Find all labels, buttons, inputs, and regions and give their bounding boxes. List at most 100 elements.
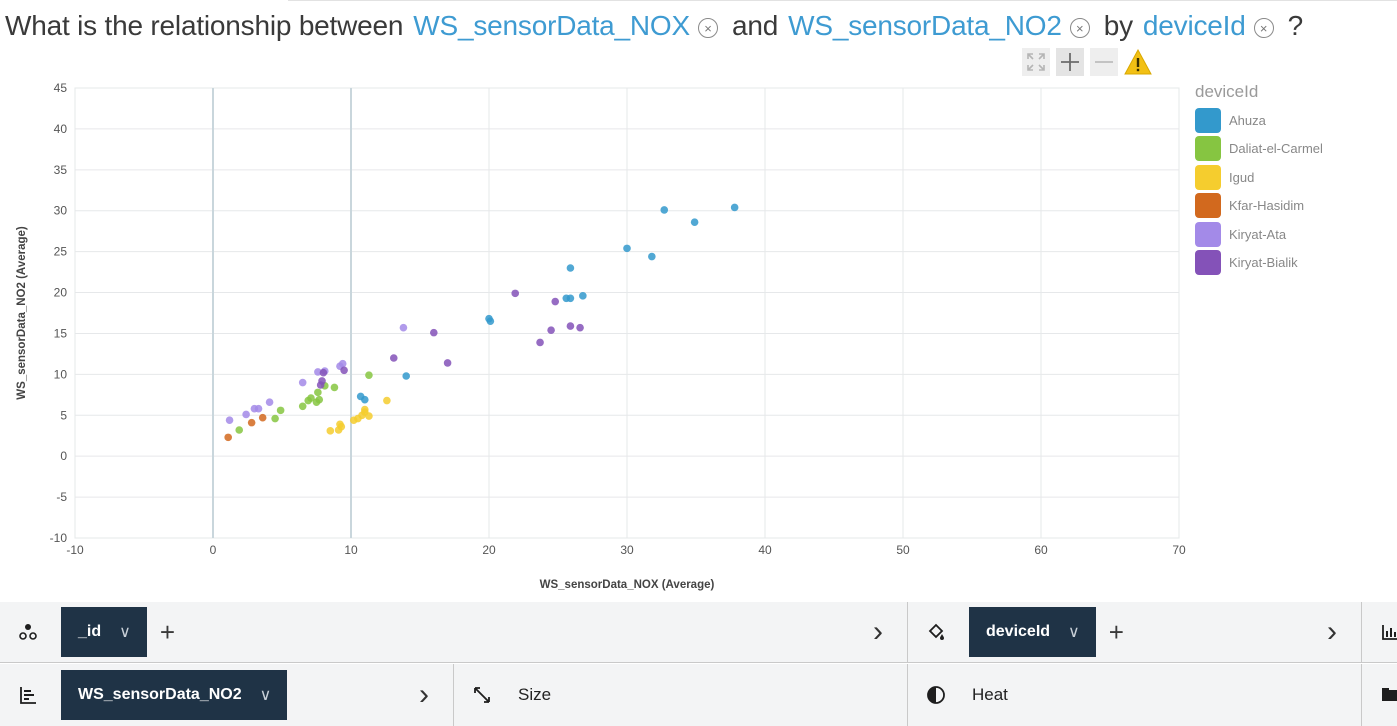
- heat-slot[interactable]: Heat: [908, 664, 1362, 726]
- data-point-daliat-el-carmel[interactable]: [307, 394, 315, 402]
- legend-item-kfar-hasidim[interactable]: Kfar-Hasidim: [1195, 192, 1323, 221]
- data-point-kiryat-ata[interactable]: [338, 359, 347, 368]
- data-point-daliat-el-carmel[interactable]: [271, 414, 279, 423]
- data-point-ahuza[interactable]: [566, 264, 575, 272]
- color-field-pill[interactable]: deviceId ∨: [969, 607, 1096, 657]
- data-point-kfar-hasidim[interactable]: [224, 433, 232, 442]
- data-point-ahuza[interactable]: [660, 206, 669, 214]
- chevron-down-icon[interactable]: ∨: [1068, 624, 1080, 641]
- data-point-daliat-el-carmel[interactable]: [235, 426, 244, 434]
- question-bar: What is the relationship between WS_sens…: [5, 6, 1313, 46]
- data-point-ahuza[interactable]: [648, 252, 656, 261]
- legend-item-ahuza[interactable]: Ahuza: [1195, 106, 1323, 135]
- add-color-field-button[interactable]: +: [1108, 616, 1124, 647]
- expand-points-arrow-icon[interactable]: ›: [873, 615, 883, 648]
- remove-deviceid-icon[interactable]: ×: [1253, 18, 1274, 38]
- data-point-igud[interactable]: [365, 412, 373, 420]
- x-tick-label: 60: [1034, 543, 1048, 557]
- bar-chart-slot: [1362, 602, 1397, 662]
- x-tick-label: 30: [620, 543, 634, 557]
- data-point-kiryat-bialik[interactable]: [511, 289, 520, 298]
- data-point-kiryat-bialik[interactable]: [316, 381, 325, 389]
- points-icon: [18, 622, 38, 642]
- scatter-chart: -10 -5 0 5 10 15 20 25 30 35 40 45 -10 0 10 20 30 40 50 60 7…: [16, 81, 1186, 591]
- data-point-kiryat-ata[interactable]: [225, 416, 234, 424]
- remove-no2-icon[interactable]: ×: [1069, 18, 1090, 38]
- zoom-in-icon[interactable]: [1056, 48, 1084, 76]
- data-point-daliat-el-carmel[interactable]: [330, 383, 339, 392]
- y-tick-label: 35: [54, 163, 68, 177]
- data-point-kiryat-bialik[interactable]: [430, 328, 438, 337]
- chevron-down-icon[interactable]: ∨: [119, 624, 131, 641]
- color-slot: deviceId ∨ + ›: [908, 602, 1362, 662]
- data-point-igud[interactable]: [361, 405, 369, 414]
- legend-swatch: [1195, 136, 1221, 162]
- chart-toolbar: [1022, 48, 1152, 76]
- data-point-ahuza[interactable]: [690, 218, 699, 226]
- x-axis-title: WS_sensorData_NOX (Average): [540, 579, 715, 591]
- bar-chart-icon[interactable]: [1380, 622, 1397, 642]
- data-point-daliat-el-carmel[interactable]: [315, 395, 324, 404]
- data-point-ahuza[interactable]: [566, 294, 575, 303]
- shelf-row-1: _id ∨ + › deviceId ∨ + ›: [0, 602, 1397, 663]
- y-field-pill[interactable]: WS_sensorData_NO2 ∨: [61, 670, 288, 720]
- data-point-kiryat-bialik[interactable]: [319, 368, 328, 377]
- chevron-down-icon[interactable]: ∨: [259, 687, 272, 704]
- points-field-label: _id: [78, 623, 102, 640]
- data-point-kiryat-bialik[interactable]: [389, 354, 398, 362]
- data-point-kiryat-bialik[interactable]: [340, 366, 348, 375]
- data-point-kiryat-ata[interactable]: [254, 404, 263, 413]
- y-tick-label: 15: [54, 326, 68, 340]
- data-point-kiryat-bialik[interactable]: [566, 322, 575, 330]
- field-token-deviceid[interactable]: deviceId: [1142, 10, 1246, 41]
- expand-color-arrow-icon[interactable]: ›: [1327, 615, 1337, 648]
- data-point-kiryat-ata[interactable]: [399, 323, 408, 332]
- data-point-kiryat-bialik[interactable]: [536, 338, 544, 347]
- y-tick-label: -5: [56, 490, 67, 504]
- remove-nox-icon[interactable]: ×: [698, 18, 718, 38]
- folder-icon[interactable]: [1380, 685, 1397, 705]
- data-point-ahuza[interactable]: [361, 395, 369, 404]
- question-prefix: What is the relationship between: [5, 10, 404, 41]
- data-point-kiryat-bialik[interactable]: [551, 297, 560, 306]
- add-points-field-button[interactable]: +: [159, 616, 176, 647]
- data-point-ahuza[interactable]: [402, 372, 411, 380]
- data-point-igud[interactable]: [326, 427, 335, 435]
- data-point-ahuza[interactable]: [486, 317, 495, 325]
- zoom-out-icon[interactable]: [1090, 48, 1118, 76]
- data-point-kfar-hasidim[interactable]: [247, 418, 256, 427]
- data-point-kiryat-ata[interactable]: [265, 398, 274, 406]
- y-tick-label: 40: [54, 122, 68, 136]
- points-field-pill[interactable]: _id ∨: [61, 607, 147, 657]
- legend-item-kiryat-bialik[interactable]: Kiryat-Bialik: [1195, 249, 1323, 278]
- data-point-ahuza[interactable]: [579, 292, 587, 300]
- data-point-igud[interactable]: [383, 396, 391, 405]
- data-point-kiryat-ata[interactable]: [298, 378, 307, 387]
- data-point-daliat-el-carmel[interactable]: [314, 388, 322, 397]
- data-point-ahuza[interactable]: [623, 244, 631, 253]
- data-point-kiryat-bialik[interactable]: [547, 326, 555, 334]
- data-point-kfar-hasidim[interactable]: [258, 413, 267, 422]
- y-tick-label: 20: [54, 286, 68, 300]
- y-tick-label: 45: [54, 81, 68, 95]
- legend-item-daliat-el-carmel[interactable]: Daliat-el-Carmel: [1195, 135, 1323, 164]
- legend-item-kiryat-ata[interactable]: Kiryat-Ata: [1195, 220, 1323, 249]
- data-point-daliat-el-carmel[interactable]: [276, 406, 285, 415]
- field-token-nox[interactable]: WS_sensorData_NOX: [413, 10, 690, 41]
- data-point-daliat-el-carmel[interactable]: [365, 371, 373, 379]
- warning-icon[interactable]: [1124, 48, 1152, 76]
- size-slot[interactable]: Size: [454, 664, 908, 726]
- expand-icon[interactable]: [1022, 48, 1050, 76]
- legend: deviceId Ahuza Daliat-el-Carmel Igud Kfar-H…: [1195, 82, 1323, 277]
- legend-title: deviceId: [1195, 82, 1259, 101]
- field-token-no2[interactable]: WS_sensorData_NO2: [788, 10, 1062, 41]
- expand-y-arrow-icon[interactable]: ›: [419, 678, 429, 711]
- legend-item-igud[interactable]: Igud: [1195, 163, 1323, 192]
- data-point-kiryat-ata[interactable]: [242, 410, 250, 419]
- data-point-kiryat-bialik[interactable]: [576, 323, 584, 332]
- data-point-daliat-el-carmel[interactable]: [298, 402, 307, 411]
- data-point-ahuza[interactable]: [730, 203, 739, 212]
- data-point-kiryat-bialik[interactable]: [443, 359, 452, 367]
- y-axis-icon: [18, 685, 38, 705]
- data-point-igud[interactable]: [336, 420, 344, 429]
